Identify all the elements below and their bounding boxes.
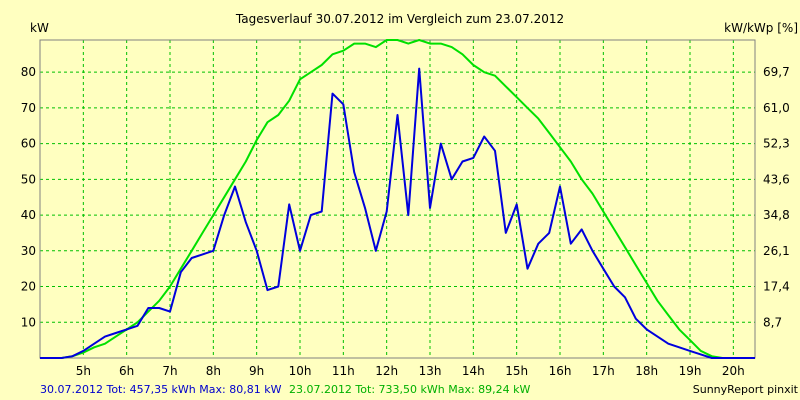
y-tick-label-right: 8,7	[763, 315, 782, 329]
x-tick-label: 11h	[332, 364, 355, 378]
y-tick-label-left: 70	[21, 101, 36, 115]
x-tick-label: 6h	[119, 364, 134, 378]
chart-title: Tagesverlauf 30.07.2012 im Vergleich zum…	[235, 12, 564, 26]
y-tick-label-right: 69,7	[763, 65, 790, 79]
x-tick-label: 20h	[722, 364, 745, 378]
footer-stats: 30.07.2012 Tot: 457,35 kWh Max: 80,81 kW…	[40, 383, 531, 396]
series-lines	[40, 39, 755, 359]
x-tick-label: 13h	[419, 364, 442, 378]
footer-credit: SunnyReport pinxit	[693, 383, 799, 396]
y-tick-label-right: 34,8	[763, 208, 790, 222]
grid-lines	[40, 40, 755, 358]
y-tick-label-right: 52,3	[763, 137, 790, 151]
x-tick-label: 7h	[162, 364, 177, 378]
x-tick-label: 15h	[505, 364, 528, 378]
x-tick-label: 19h	[679, 364, 702, 378]
y-tick-label-right: 26,1	[763, 244, 790, 258]
y-tick-label-left: 40	[21, 208, 36, 222]
y-tick-label-left: 30	[21, 244, 36, 258]
left-axis-unit: kW	[30, 21, 49, 35]
x-tick-label: 9h	[249, 364, 264, 378]
y-tick-label-right: 17,4	[763, 280, 790, 294]
y-tick-label-right: 61,0	[763, 101, 790, 115]
series-line-30-07-2012	[40, 67, 755, 359]
y-tick-labels-left: 10 20 30 40 50 60 70 80	[21, 65, 36, 329]
x-tick-label: 18h	[635, 364, 658, 378]
x-tick-label: 8h	[206, 364, 221, 378]
series-line-23-07-2012	[40, 39, 755, 359]
y-tick-label-left: 60	[21, 137, 36, 151]
right-axis-unit: kW/kWp [%]	[724, 21, 798, 35]
x-tick-labels: 5h 6h 7h 8h 9h 10h 11h 12h 13h 14h 15h 16h 17h 18h 19h…	[76, 364, 745, 378]
x-tick-label: 17h	[592, 364, 615, 378]
y-tick-label-right: 43,6	[763, 172, 790, 186]
y-tick-label-left: 50	[21, 172, 36, 186]
y-tick-labels-right: 8,7 17,4 26,1 34,8 43,6 52,3 61,0 69,7	[763, 65, 790, 329]
footer-series2-stats: 23.07.2012 Tot: 733,50 kWh Max: 89,24 kW	[289, 383, 531, 396]
x-tick-label: 12h	[375, 364, 398, 378]
y-tick-label-left: 80	[21, 65, 36, 79]
x-tick-label: 5h	[76, 364, 91, 378]
y-tick-label-left: 20	[21, 280, 36, 294]
x-tick-label: 10h	[289, 364, 312, 378]
footer-series1-stats: 30.07.2012 Tot: 457,35 kWh Max: 80,81 kW	[40, 383, 282, 396]
x-tick-label: 16h	[549, 364, 572, 378]
y-tick-label-left: 10	[21, 315, 36, 329]
x-tick-label: 14h	[462, 364, 485, 378]
